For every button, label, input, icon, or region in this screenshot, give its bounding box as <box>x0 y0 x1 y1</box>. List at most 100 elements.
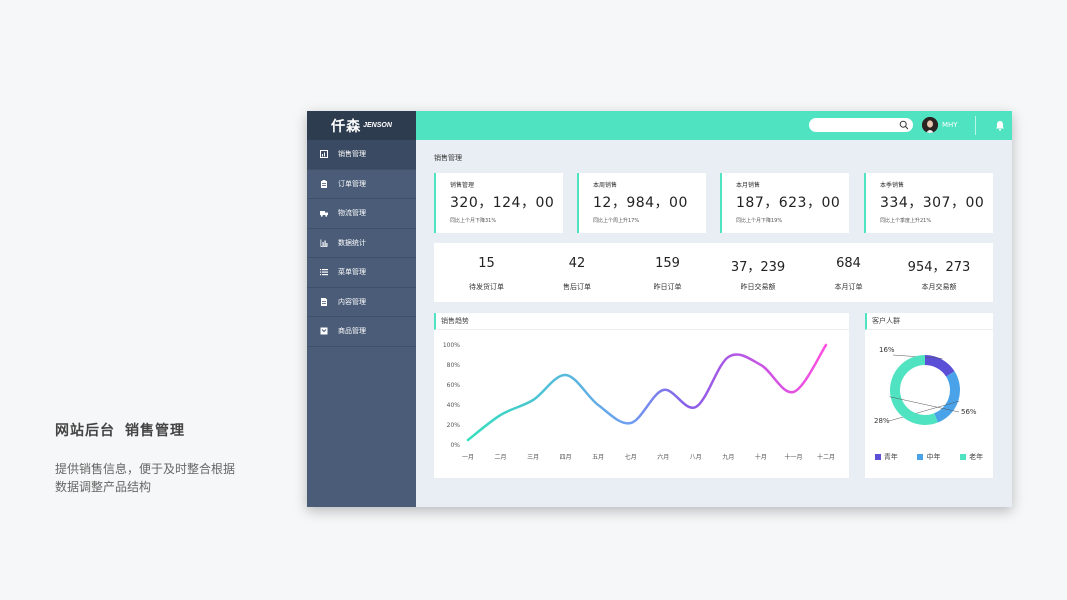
sidebar-item-label: 菜单管理 <box>338 268 366 277</box>
sidebar-item-label: 数据统计 <box>338 238 366 247</box>
sidebar-item-2[interactable]: 物流管理 <box>307 199 416 229</box>
topbar-divider <box>975 116 976 135</box>
sidebar-item-0[interactable]: 销售管理 <box>307 140 416 170</box>
stat-card[interactable]: 销售管理 320，124，00 同比上个月下降31% <box>434 173 563 233</box>
metric-value: 37，239 <box>730 260 786 275</box>
sidebar: 仟森 JENSON 销售管理订单管理物流管理数据统计菜单管理内容管理商品管理 <box>307 111 416 507</box>
y-tick-label: 0% <box>450 442 460 449</box>
stat-label: 销售管理 <box>450 182 475 189</box>
metric-item[interactable]: 42 售后订单 <box>531 243 624 302</box>
caption: 网站后台 销售管理 提供销售信息，便于及时整合根据 数据调整产品结构 <box>55 420 255 496</box>
legend-label: 老年 <box>969 453 984 461</box>
metric-item[interactable]: 37，239 昨日交易额 <box>712 243 805 302</box>
product-icon <box>320 327 328 335</box>
x-tick-label: 九月 <box>722 453 734 461</box>
metrics-panel: 15 待发货订单 42 售后订单 159 昨日订单 37，239 昨日交易额 684 本月订单 95… <box>434 243 993 302</box>
x-tick-label: 三月 <box>527 454 539 461</box>
legend-swatch <box>960 454 967 460</box>
stat-note: 同比上个月下降31% <box>450 218 497 224</box>
caption-description: 提供销售信息，便于及时整合根据 数据调整产品结构 <box>55 460 255 496</box>
caption-title: 网站后台 销售管理 <box>55 420 255 440</box>
stat-label: 本周销售 <box>593 182 618 189</box>
donut-data-label: 56% <box>961 408 977 416</box>
sidebar-item-6[interactable]: 商品管理 <box>307 317 416 347</box>
donut-slice[interactable] <box>924 355 955 377</box>
donut-data-label: 16% <box>879 346 895 354</box>
metric-value: 159 <box>655 256 680 271</box>
stat-label: 本季销售 <box>880 182 905 189</box>
stat-value: 320，124，00 <box>450 195 555 211</box>
sales-trend-title: 销售趋势 <box>434 313 849 330</box>
donut-data-label: 28% <box>874 417 890 425</box>
sidebar-item-label: 内容管理 <box>338 297 366 306</box>
stat-value: 12，984，00 <box>593 195 688 211</box>
metric-item[interactable]: 954，273 本月交易额 <box>893 243 986 302</box>
stat-note: 同比上个月下降19% <box>736 218 783 224</box>
legend-item[interactable]: 老年 <box>960 452 983 462</box>
metric-item[interactable]: 684 本月订单 <box>802 243 895 302</box>
sidebar-item-5[interactable]: 内容管理 <box>307 288 416 317</box>
stat-value: 334，307，00 <box>880 195 985 211</box>
truck-icon <box>320 209 328 218</box>
caption-title-part1: 网站后台 <box>55 423 115 439</box>
stat-note: 同比上个周上升17% <box>593 218 640 224</box>
sidebar-item-label: 物流管理 <box>338 209 366 218</box>
metric-value: 15 <box>478 256 495 271</box>
sidebar-item-1[interactable]: 订单管理 <box>307 170 416 199</box>
metric-label: 昨日订单 <box>653 283 682 291</box>
x-tick-label: 十月 <box>755 453 767 461</box>
stat-card[interactable]: 本月销售 187，623，00 同比上个月下降19% <box>720 173 849 233</box>
topbar: MHY <box>416 111 1012 140</box>
sidebar-item-label: 商品管理 <box>338 327 366 336</box>
legend-swatch <box>874 454 881 460</box>
donut-slice[interactable] <box>890 355 938 425</box>
y-tick-label: 60% <box>447 382 461 389</box>
legend-label: 中年 <box>926 453 941 461</box>
customer-segment-title: 客户人群 <box>865 313 993 330</box>
search-input[interactable] <box>809 118 913 132</box>
x-tick-label: 八月 <box>690 454 702 461</box>
x-tick-label: 四月 <box>560 454 572 461</box>
y-tick-label: 80% <box>447 362 461 369</box>
stat-card[interactable]: 本季销售 334，307，00 同比上个季度上升21% <box>864 173 993 233</box>
search-icon[interactable] <box>899 120 909 130</box>
x-tick-label: 十一月 <box>784 453 802 461</box>
chart-icon <box>320 150 328 159</box>
x-tick-label: 七月 <box>625 453 637 461</box>
y-tick-label: 100% <box>443 342 460 349</box>
bar-chart-icon <box>320 239 328 247</box>
metric-label: 售后订单 <box>563 283 591 291</box>
y-tick-label: 20% <box>447 422 461 429</box>
avatar[interactable] <box>922 117 938 133</box>
metric-item[interactable]: 15 待发货订单 <box>440 243 533 302</box>
legend-item[interactable]: 青年 <box>874 452 898 462</box>
logo[interactable]: 仟森 JENSON <box>307 111 416 140</box>
metric-item[interactable]: 159 昨日订单 <box>621 243 714 302</box>
bell-icon[interactable] <box>995 120 1005 131</box>
sidebar-item-label: 订单管理 <box>338 179 366 188</box>
legend-item[interactable]: 中年 <box>917 452 940 462</box>
metric-value: 42 <box>568 256 586 271</box>
user-name[interactable]: MHY <box>942 121 958 129</box>
x-tick-label: 一月 <box>462 454 474 461</box>
sidebar-item-3[interactable]: 数据统计 <box>307 229 416 258</box>
donut-slice[interactable] <box>933 371 960 423</box>
logo-cn: 仟森 <box>331 118 362 135</box>
sales-trend-chart: 100% 80% 60% 40% 20% 0%一月 二月 三月 四月 五月 七月 六月 八月 九月 十月 十一… <box>443 342 835 461</box>
legend-label: 青年 <box>883 453 898 461</box>
page-title: 销售管理 <box>434 154 462 162</box>
x-tick-label: 五月 <box>592 454 604 461</box>
sidebar-nav: 销售管理订单管理物流管理数据统计菜单管理内容管理商品管理 <box>307 140 416 347</box>
stat-card[interactable]: 本周销售 12，984，00 同比上个周上升17% <box>577 173 706 233</box>
caption-title-part2: 销售管理 <box>125 423 185 439</box>
logo-en: JENSON <box>363 122 392 129</box>
x-tick-label: 六月 <box>657 453 669 461</box>
metric-label: 本月订单 <box>834 283 863 291</box>
metric-value: 684 <box>836 256 861 271</box>
admin-app-window: 仟森 JENSON 销售管理 订单管理 物流管理 数据统计 菜单管理 内容管理 商品管理 M… <box>307 111 1012 507</box>
stat-value: 187，623，00 <box>736 195 841 211</box>
caption-desc-line2: 数据调整产品结构 <box>55 480 152 494</box>
list-icon <box>320 268 328 276</box>
legend-swatch <box>917 454 924 460</box>
sidebar-item-4[interactable]: 菜单管理 <box>307 258 416 288</box>
